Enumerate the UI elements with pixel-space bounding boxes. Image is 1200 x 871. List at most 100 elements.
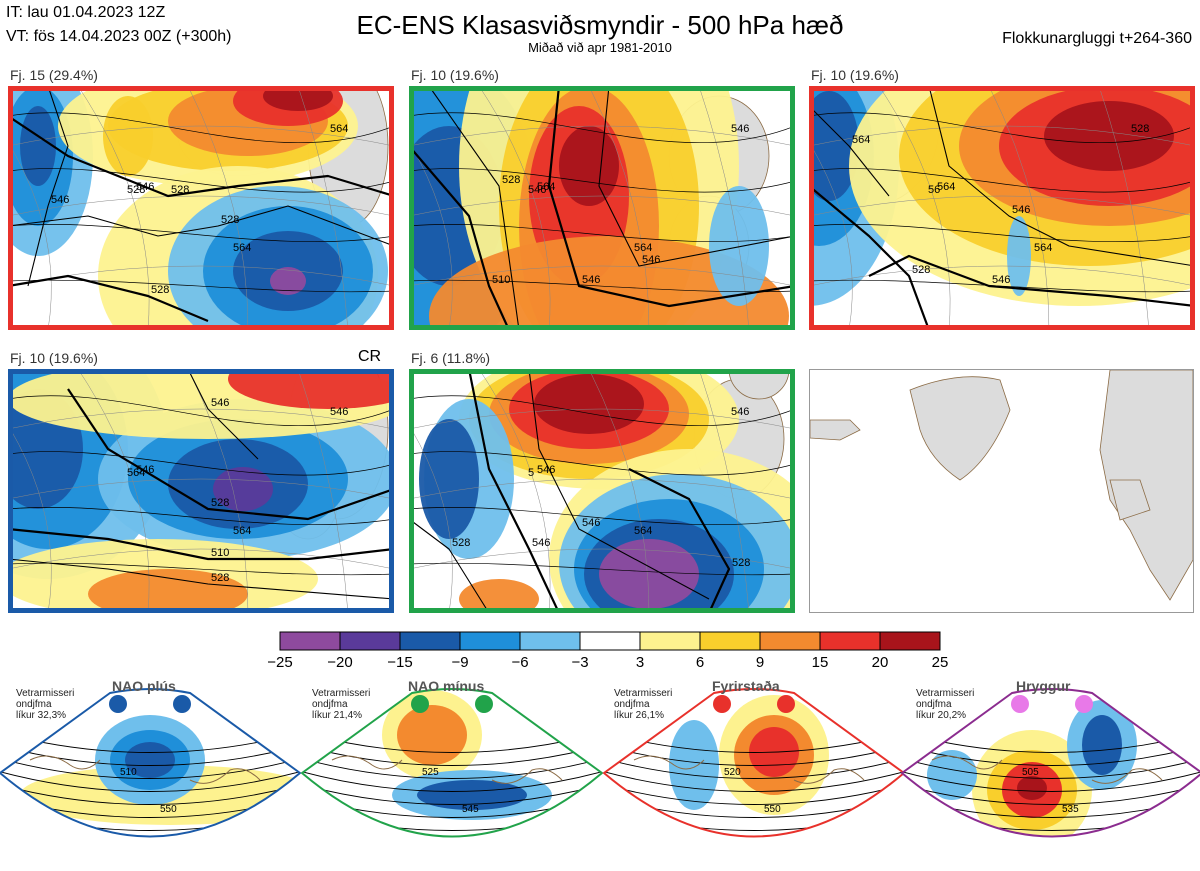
graticule-line: [409, 265, 795, 287]
height-contour-thin: [8, 112, 394, 144]
contour-label: 564: [537, 181, 555, 193]
regime-anomaly: [749, 727, 799, 777]
regime-1-note: Vetrarmisseri ondjfma líkur 32,3%: [16, 688, 75, 721]
regime-2-note: Vetrarmisseri ondjfma líkur 21,4%: [312, 688, 371, 721]
land-shape: [810, 419, 861, 441]
regime-anomaly: [987, 750, 1077, 830]
land-shape: [1109, 479, 1151, 521]
cluster-map-1: 528 528 528 546 546 564 564 528: [8, 86, 394, 330]
regime-marker-dot: [1011, 695, 1029, 713]
height-contour: [409, 145, 511, 330]
contour-label: 546: [51, 194, 69, 206]
regime-contour: [0, 768, 300, 792]
height-contour: [8, 115, 394, 198]
issue-time: IT: lau 01.04.2023 12Z: [6, 4, 166, 21]
contour-label: 528: [452, 537, 470, 549]
regime-marker-dot: [713, 695, 731, 713]
valid-time: VT: fös 14.04.2023 00Z (+300h): [6, 28, 232, 45]
contour-label: 546: [731, 123, 749, 135]
contour-label: 546: [532, 537, 550, 549]
regime-contour: [604, 820, 904, 837]
contour-label: 546: [136, 464, 154, 476]
height-contour-thin: [409, 507, 795, 526]
regime-anomaly: [719, 695, 829, 815]
height-contour-thin: [409, 279, 795, 293]
height-contour: [528, 369, 710, 600]
graticule-line: [809, 141, 853, 330]
contour-label: 546: [731, 406, 749, 418]
contour-label: 564: [634, 525, 652, 537]
contour-label: 528: [912, 264, 930, 276]
land-shape: [909, 376, 1011, 481]
contour-label: 528: [127, 184, 145, 196]
regime-contour: [0, 742, 300, 766]
regime-contour-label: 545: [462, 804, 479, 815]
colorbar-bin: [819, 631, 881, 651]
graticule-line: [878, 86, 951, 330]
regime-anomaly: [397, 705, 467, 765]
regime-coastline: [633, 755, 865, 784]
graticule-line: [478, 86, 551, 330]
cluster-border: [8, 369, 394, 613]
panel-2-label: Fj. 10 (19.6%): [411, 67, 499, 83]
regime-contour: [604, 794, 904, 818]
regime-4-name: Hryggur: [1016, 678, 1071, 694]
regime-contour: [604, 729, 904, 753]
graticule-line: [297, 86, 349, 330]
anomaly-contour: [1007, 216, 1031, 296]
panel-4-tag: CR: [358, 348, 382, 365]
regime-contour: [302, 768, 602, 792]
graticule-line: [478, 369, 551, 613]
graticule-line: [409, 424, 453, 613]
regime-anomaly: [1067, 700, 1137, 790]
anomaly-contour: [1044, 101, 1174, 171]
contour-label: 546: [537, 464, 555, 476]
regime-contour: [902, 729, 1200, 753]
colorbar-tick-label: −25: [267, 654, 292, 671]
graticule-line: [187, 369, 249, 613]
height-contour: [628, 468, 731, 613]
height-contour: [467, 369, 560, 613]
regime-contour: [0, 781, 300, 805]
regime-contour-label: 510: [120, 767, 137, 778]
classification-window: Flokkunargluggi t+264-360: [1002, 30, 1192, 47]
regime-contour: [0, 807, 300, 831]
colorbar-bin: [879, 631, 941, 651]
graticule-line: [698, 86, 750, 330]
graticule-line: [588, 369, 650, 613]
height-contour: [428, 86, 520, 330]
height-contour: [547, 86, 795, 308]
regime-contour: [302, 794, 602, 818]
regime-anomaly: [927, 750, 977, 800]
regime-contour: [604, 768, 904, 792]
regime-marker-dot: [1075, 695, 1093, 713]
colorbar-bin: [759, 631, 821, 651]
anomaly-contour: [20, 106, 56, 186]
cluster-border: [809, 86, 1195, 330]
anomaly-contour: [270, 267, 306, 295]
anomaly-contour: [88, 569, 248, 613]
height-contour-thin: [8, 224, 394, 243]
height-contour-thin: [409, 451, 795, 476]
regime-marker-dot: [411, 695, 429, 713]
graticule-line: [698, 369, 750, 613]
height-contour: [868, 254, 1195, 308]
graticule-line: [409, 478, 795, 500]
contour-label: 5: [528, 467, 534, 479]
regime-4-note: Vetrarmisseri ondjfma líkur 20,2%: [916, 688, 975, 721]
graticule-line: [809, 195, 1195, 217]
colorbar-bin: [459, 631, 521, 651]
regime-3-name: Fyrirstaða: [712, 678, 780, 694]
cluster-border: [409, 369, 795, 613]
regime-anomaly: [1082, 715, 1122, 775]
panel-1-label: Fj. 15 (29.4%): [10, 67, 98, 83]
contour-label: 528: [211, 497, 229, 509]
anomaly-contour: [213, 467, 273, 511]
height-contour: [8, 527, 394, 561]
land-shape: [1099, 370, 1193, 601]
graticule-line: [297, 369, 349, 613]
height-contour-thin: [8, 451, 394, 476]
regime-contour: [604, 742, 904, 766]
cluster-map-4: 510 528 528 546 546 564 546 564: [8, 369, 394, 613]
anomaly-contour: [263, 86, 333, 111]
